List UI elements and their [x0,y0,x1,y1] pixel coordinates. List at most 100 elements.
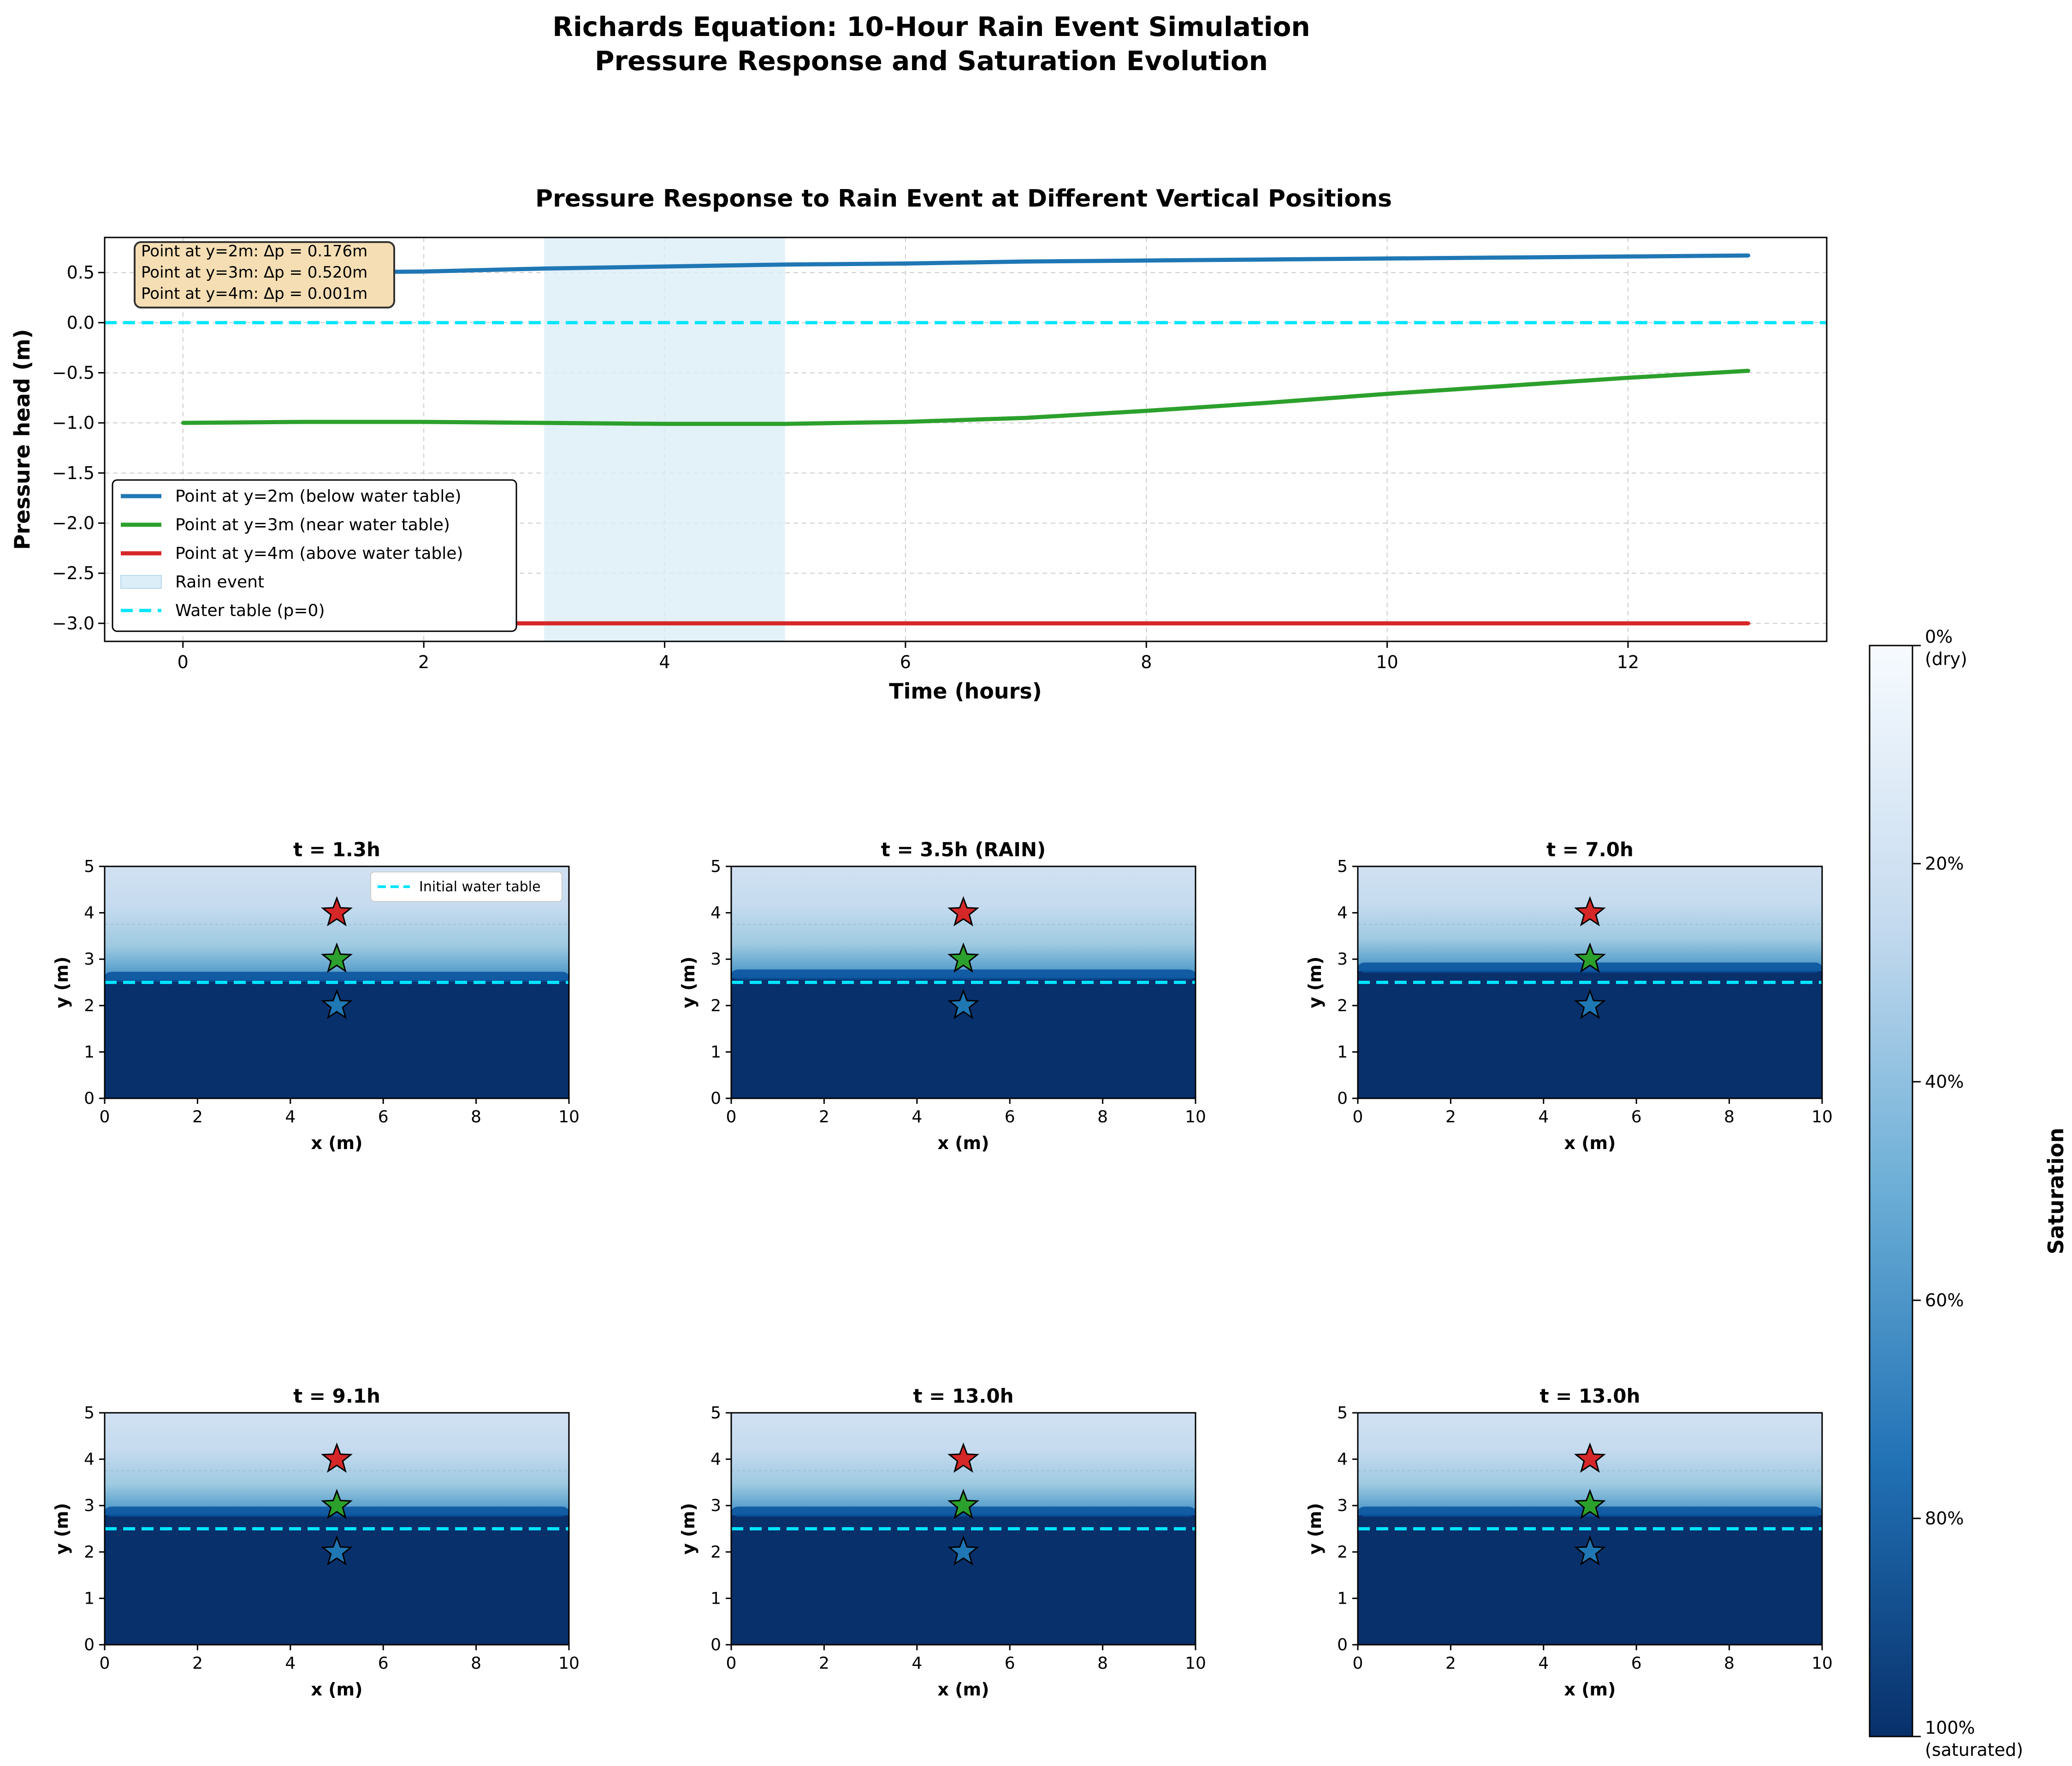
data-point [1024,260,1028,264]
pressure-x-label: Time (hours) [889,679,1042,704]
marker-red-star [947,1442,979,1473]
y-tick-label: −0.5 [52,362,95,383]
y-tick-label: 1 [710,1043,721,1061]
data-point [903,261,907,266]
snapshot-frame [1357,865,1823,1099]
y-tick-label: −1.5 [52,463,95,483]
x-tick-label: 6 [1005,1654,1015,1673]
x-tick-label: 2 [418,652,429,672]
snapshot-panel-5: t = 13.0h 0 2 4 6 8 10 0 1 2 3 4 5 x (m) y (m) [678,1385,1206,1700]
pressure-y-label: Pressure head (m) [10,329,35,550]
y-tick-label: 0 [710,1636,721,1654]
marker-blue-star [321,989,353,1019]
y-tick-label: 5 [1337,1404,1348,1422]
snapshot-panel-1: t = 1.3h 0 2 4 6 8 10 0 1 2 3 4 5 x (m) y (m) Initial w… [52,838,580,1153]
snapshot-y-label: y (m) [52,956,72,1008]
snapshot-title: t = 1.3h [293,838,380,861]
y-tick-label: 4 [84,1450,95,1469]
x-tick-label: 4 [285,1108,296,1126]
x-tick-label: 2 [192,1108,203,1126]
x-tick-label: 2 [819,1108,829,1126]
marker-red-star [321,1442,353,1473]
data-point [181,421,185,425]
data-point [1024,621,1028,625]
annotation-box [134,241,395,308]
data-point [1385,392,1389,396]
x-tick-label: 4 [912,1654,922,1673]
marker-green-star [1574,1488,1606,1519]
marker-blue-star [947,989,979,1019]
marker-green-star [947,942,979,973]
x-tick-label: 8 [1097,1654,1108,1673]
x-tick-label: 10 [1376,652,1398,672]
snapshot-x-label: x (m) [1564,1679,1616,1700]
data-point [542,421,546,425]
y-tick-label: 5 [710,1404,721,1422]
snapshot-x-label: x (m) [311,1133,362,1153]
pressure-x-ticks: 0 2 4 6 8 10 12 [178,641,1639,672]
data-point [1024,416,1028,420]
data-point [542,621,546,625]
y-tick-label: 0 [1337,1636,1348,1654]
colorbar-tick-saturated: (saturated) [1925,1740,2023,1760]
snapshot-panel-6: t = 13.0h 0 2 4 6 8 10 0 1 2 3 4 5 x (m) y (m) [1305,1385,1833,1700]
y-tick-label: 0.5 [67,262,95,283]
marker-red-star [1574,896,1606,926]
y-tick-label: 4 [710,904,721,923]
x-tick-label: 10 [1812,1108,1833,1126]
y-tick-label: 0 [84,1089,95,1108]
data-point [301,420,305,424]
snapshot-title: t = 9.1h [293,1385,380,1407]
snapshot-legend-box [370,871,562,902]
snapshot-y-label: y (m) [678,1503,699,1554]
marker-blue-star [1574,1535,1606,1566]
data-point [422,269,426,273]
y-tick-label: 3 [84,950,95,969]
x-tick-label: 0 [100,1654,110,1673]
pressure-panel-title: Pressure Response to Rain Event at Diffe… [535,185,1392,213]
snapshot-frame [104,865,570,1099]
saturation-colorbar: 0% (dry) 20% 40% 60% 80% 100% (saturated… [1869,627,2068,1760]
suptitle-line2: Pressure Response and Saturation Evoluti… [595,45,1268,77]
marker-red-star [947,896,979,926]
data-point [1505,255,1510,260]
y-tick-label: 3 [710,1496,721,1515]
marker-red-star [1574,1442,1606,1473]
y-tick-label: 0 [1337,1089,1348,1108]
data-point [1626,621,1630,625]
marker-green-star [321,942,353,973]
x-tick-label: 6 [900,652,911,672]
data-point [903,420,907,424]
y-tick-label: −2.0 [52,513,95,533]
saturated-zone [1358,1515,1822,1645]
snapshot-x-label: x (m) [937,1133,989,1153]
data-point [783,422,787,426]
wetting-front [1358,962,1822,973]
y-tick-label: 2 [1337,996,1348,1015]
legend-label-blue: Point at y=2m (below water table) [175,487,462,506]
x-tick-label: 10 [558,1108,580,1126]
snapshot-title: t = 13.0h [1539,1385,1640,1407]
snapshot-frame [104,1412,570,1646]
y-tick-label: −1.0 [52,413,95,433]
x-tick-label: 6 [378,1654,389,1673]
data-point [1144,621,1148,625]
x-tick-label: 10 [1185,1108,1206,1126]
y-tick-label: 1 [1337,1589,1348,1608]
data-point [1265,401,1269,405]
marker-blue-star [947,1535,979,1566]
annotation-line-3: Point at y=4m: Δp = 0.001m [141,284,367,303]
data-point [783,621,787,625]
x-tick-label: 0 [1353,1108,1363,1126]
y-tick-label: 3 [710,950,721,969]
y-tick-label: 2 [84,996,95,1015]
y-tick-label: 1 [84,1589,95,1608]
x-tick-label: 0 [1353,1654,1363,1673]
data-point [1265,621,1269,625]
legend-swatch-rain [120,575,162,589]
x-tick-label: 10 [1185,1654,1206,1673]
x-tick-label: 8 [1141,652,1152,672]
data-point [422,420,426,424]
x-tick-label: 0 [726,1654,737,1673]
